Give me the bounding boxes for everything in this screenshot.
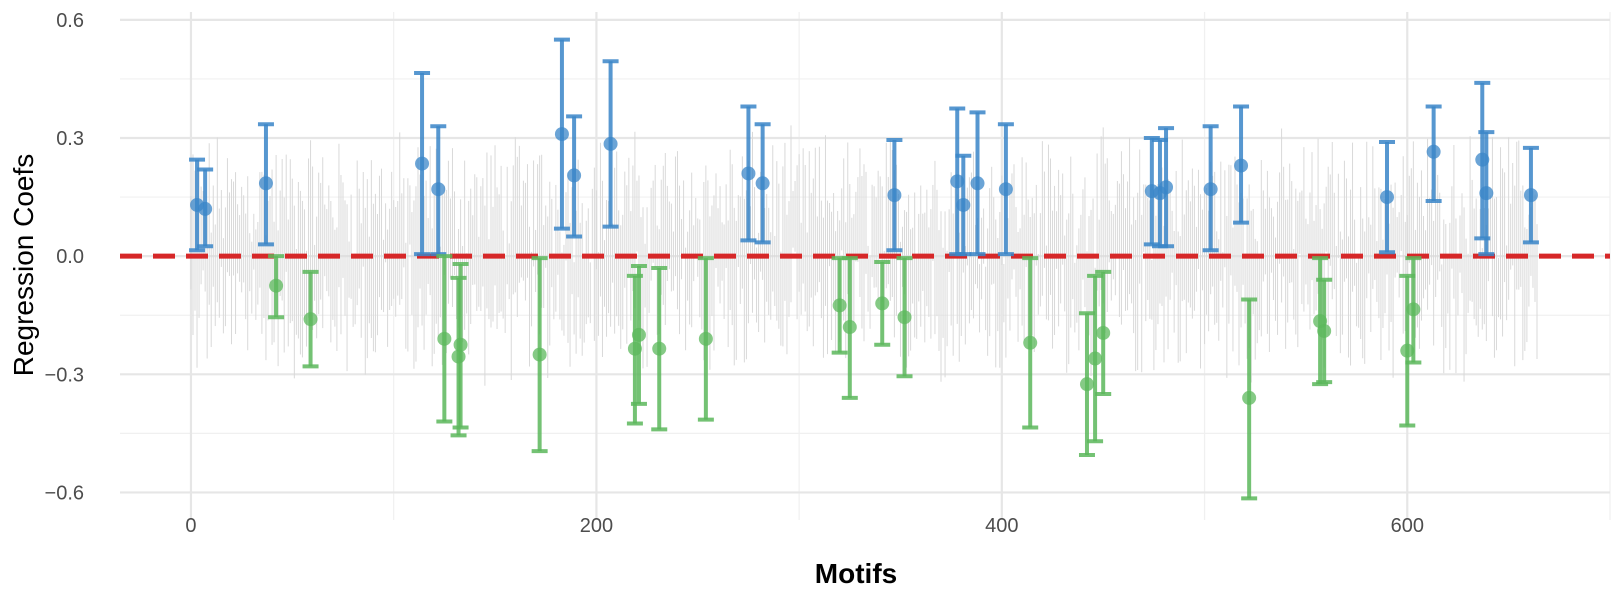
coef-errorbar	[1405, 256, 1422, 365]
coef-point	[1426, 144, 1441, 159]
coef-point	[652, 341, 667, 356]
coef-point	[1523, 188, 1538, 203]
coef-point	[741, 166, 756, 181]
coef-point	[1380, 190, 1395, 205]
coef-errorbar	[1022, 256, 1039, 430]
coef-point	[832, 298, 847, 313]
coef-errorbar	[1425, 104, 1442, 204]
x-tick-label: 400	[985, 515, 1018, 537]
coef-errorbar	[189, 157, 206, 253]
coef-errorbar	[1241, 297, 1258, 501]
coef-point	[451, 349, 466, 364]
coef-errorbar	[630, 264, 647, 406]
coef-errorbar	[257, 122, 274, 247]
x-axis-title: Motifs	[815, 558, 897, 589]
coef-errorbar	[197, 167, 214, 249]
coef-point	[567, 168, 582, 183]
coef-errorbar	[602, 59, 619, 229]
coef-point	[1096, 325, 1111, 340]
coef-errorbar	[651, 265, 668, 432]
coef-point	[532, 347, 547, 362]
coef-point	[269, 278, 284, 293]
coef-errorbar	[1158, 126, 1175, 249]
y-tick-label: 0.0	[56, 246, 84, 268]
coef-errorbar	[531, 256, 548, 454]
coef-point	[887, 188, 902, 203]
coef-point	[970, 176, 985, 191]
coef-errorbar	[1379, 139, 1396, 255]
coef-errorbar	[1087, 273, 1104, 444]
coef-errorbar	[1078, 311, 1095, 458]
coef-point	[453, 337, 468, 352]
coef-point	[1242, 390, 1257, 405]
coef-errorbar	[740, 104, 757, 243]
coef-point	[198, 201, 213, 216]
coef-point	[603, 136, 618, 151]
coef-point	[950, 174, 965, 189]
y-tick-label: −0.3	[45, 364, 84, 386]
x-tick-label: 200	[580, 515, 613, 537]
coef-errorbar	[1316, 277, 1333, 385]
coef-point	[415, 156, 430, 171]
coef-point	[258, 176, 273, 191]
x-axis-ticks: 0 200 400 600	[185, 515, 1424, 537]
significant-coefficients	[189, 37, 1539, 501]
y-axis-title: Regression Coefs	[8, 154, 39, 377]
coef-errorbar	[1478, 130, 1495, 257]
coef-point	[1023, 335, 1038, 350]
major-gridlines	[120, 12, 1610, 520]
coef-errorbar	[452, 262, 469, 430]
coef-errorbar	[997, 122, 1014, 257]
y-tick-label: 0.6	[56, 10, 84, 32]
coef-point	[897, 310, 912, 325]
coef-point	[1317, 323, 1332, 338]
y-tick-label: 0.3	[56, 128, 84, 150]
coef-errorbar	[754, 122, 771, 245]
coef-errorbar	[1095, 269, 1112, 396]
y-axis-ticks: 0.6 0.3 0.0 −0.3 −0.6	[45, 10, 84, 505]
background-errorbars	[190, 125, 1538, 386]
coef-point	[437, 331, 452, 346]
coef-errorbar	[831, 256, 848, 355]
coef-errorbar	[566, 114, 583, 239]
coef-errorbar	[268, 254, 285, 320]
coef-errorbar	[874, 260, 891, 347]
coef-errorbar	[955, 153, 972, 257]
coef-point	[1479, 186, 1494, 201]
coef-point	[698, 331, 713, 346]
coef-errorbar	[697, 256, 714, 422]
coef-errorbar	[886, 137, 903, 253]
coef-errorbar	[436, 254, 453, 424]
coef-point	[303, 312, 318, 327]
y-tick-label: −0.6	[45, 482, 84, 504]
coef-errorbar	[553, 37, 570, 231]
x-tick-label: 0	[185, 515, 196, 537]
coef-errorbar	[841, 256, 858, 400]
minor-gridlines	[120, 12, 1611, 520]
coef-errorbar	[896, 256, 913, 379]
coef-point	[755, 176, 770, 191]
coef-point	[998, 182, 1013, 197]
coef-point	[1406, 302, 1421, 317]
x-tick-label: 600	[1391, 515, 1424, 537]
coef-errorbar	[1522, 145, 1539, 245]
coef-point	[1079, 377, 1094, 392]
coef-point	[631, 327, 646, 342]
coef-errorbar	[302, 269, 319, 369]
coef-errorbar	[969, 110, 986, 257]
coef-errorbar	[1233, 104, 1250, 225]
coef-point	[1159, 180, 1174, 195]
coef-point	[875, 296, 890, 311]
coef-point	[956, 197, 971, 212]
coef-errorbar	[1202, 124, 1219, 253]
coef-point	[1234, 158, 1249, 173]
coef-point	[1203, 182, 1218, 197]
coef-point	[842, 320, 857, 335]
coef-point	[1088, 351, 1103, 366]
coef-point	[554, 127, 569, 142]
coef-point	[1400, 343, 1415, 358]
coef-point	[431, 182, 446, 197]
coef-errorbar	[414, 71, 431, 257]
